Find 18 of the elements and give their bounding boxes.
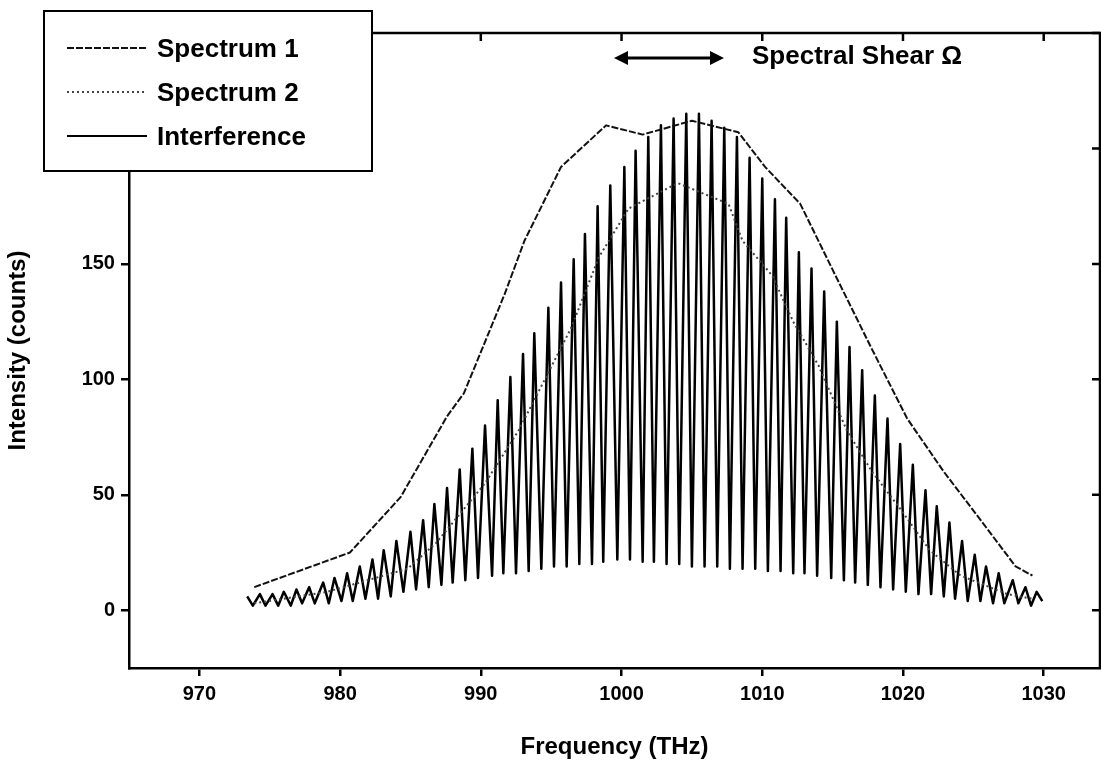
y-tick-label: 0 [103, 597, 115, 620]
y-tick-label: 50 [92, 482, 115, 505]
y-axis-title: Intensity (counts) [3, 250, 31, 451]
legend-label: Spectrum 2 [157, 76, 299, 108]
x-tick-label: 1000 [599, 681, 644, 704]
x-tick-label: 970 [182, 681, 217, 704]
y-tick-label: 150 [81, 251, 115, 274]
x-axis-title: Frequency (THz) [520, 732, 709, 760]
y-tick-label: 100 [81, 366, 115, 389]
line-series [253, 182, 1034, 605]
x-tick-label: 1020 [880, 681, 926, 704]
x-tick-label: 1010 [740, 681, 785, 704]
legend-label: Interference [157, 120, 306, 152]
x-tick-label: 990 [464, 681, 498, 704]
x-tick-label: 1030 [1021, 681, 1066, 704]
annotation: Spectral Shear Ω [752, 40, 963, 71]
x-tick-label: 980 [323, 681, 357, 704]
legend-label: Spectrum 1 [157, 32, 299, 64]
